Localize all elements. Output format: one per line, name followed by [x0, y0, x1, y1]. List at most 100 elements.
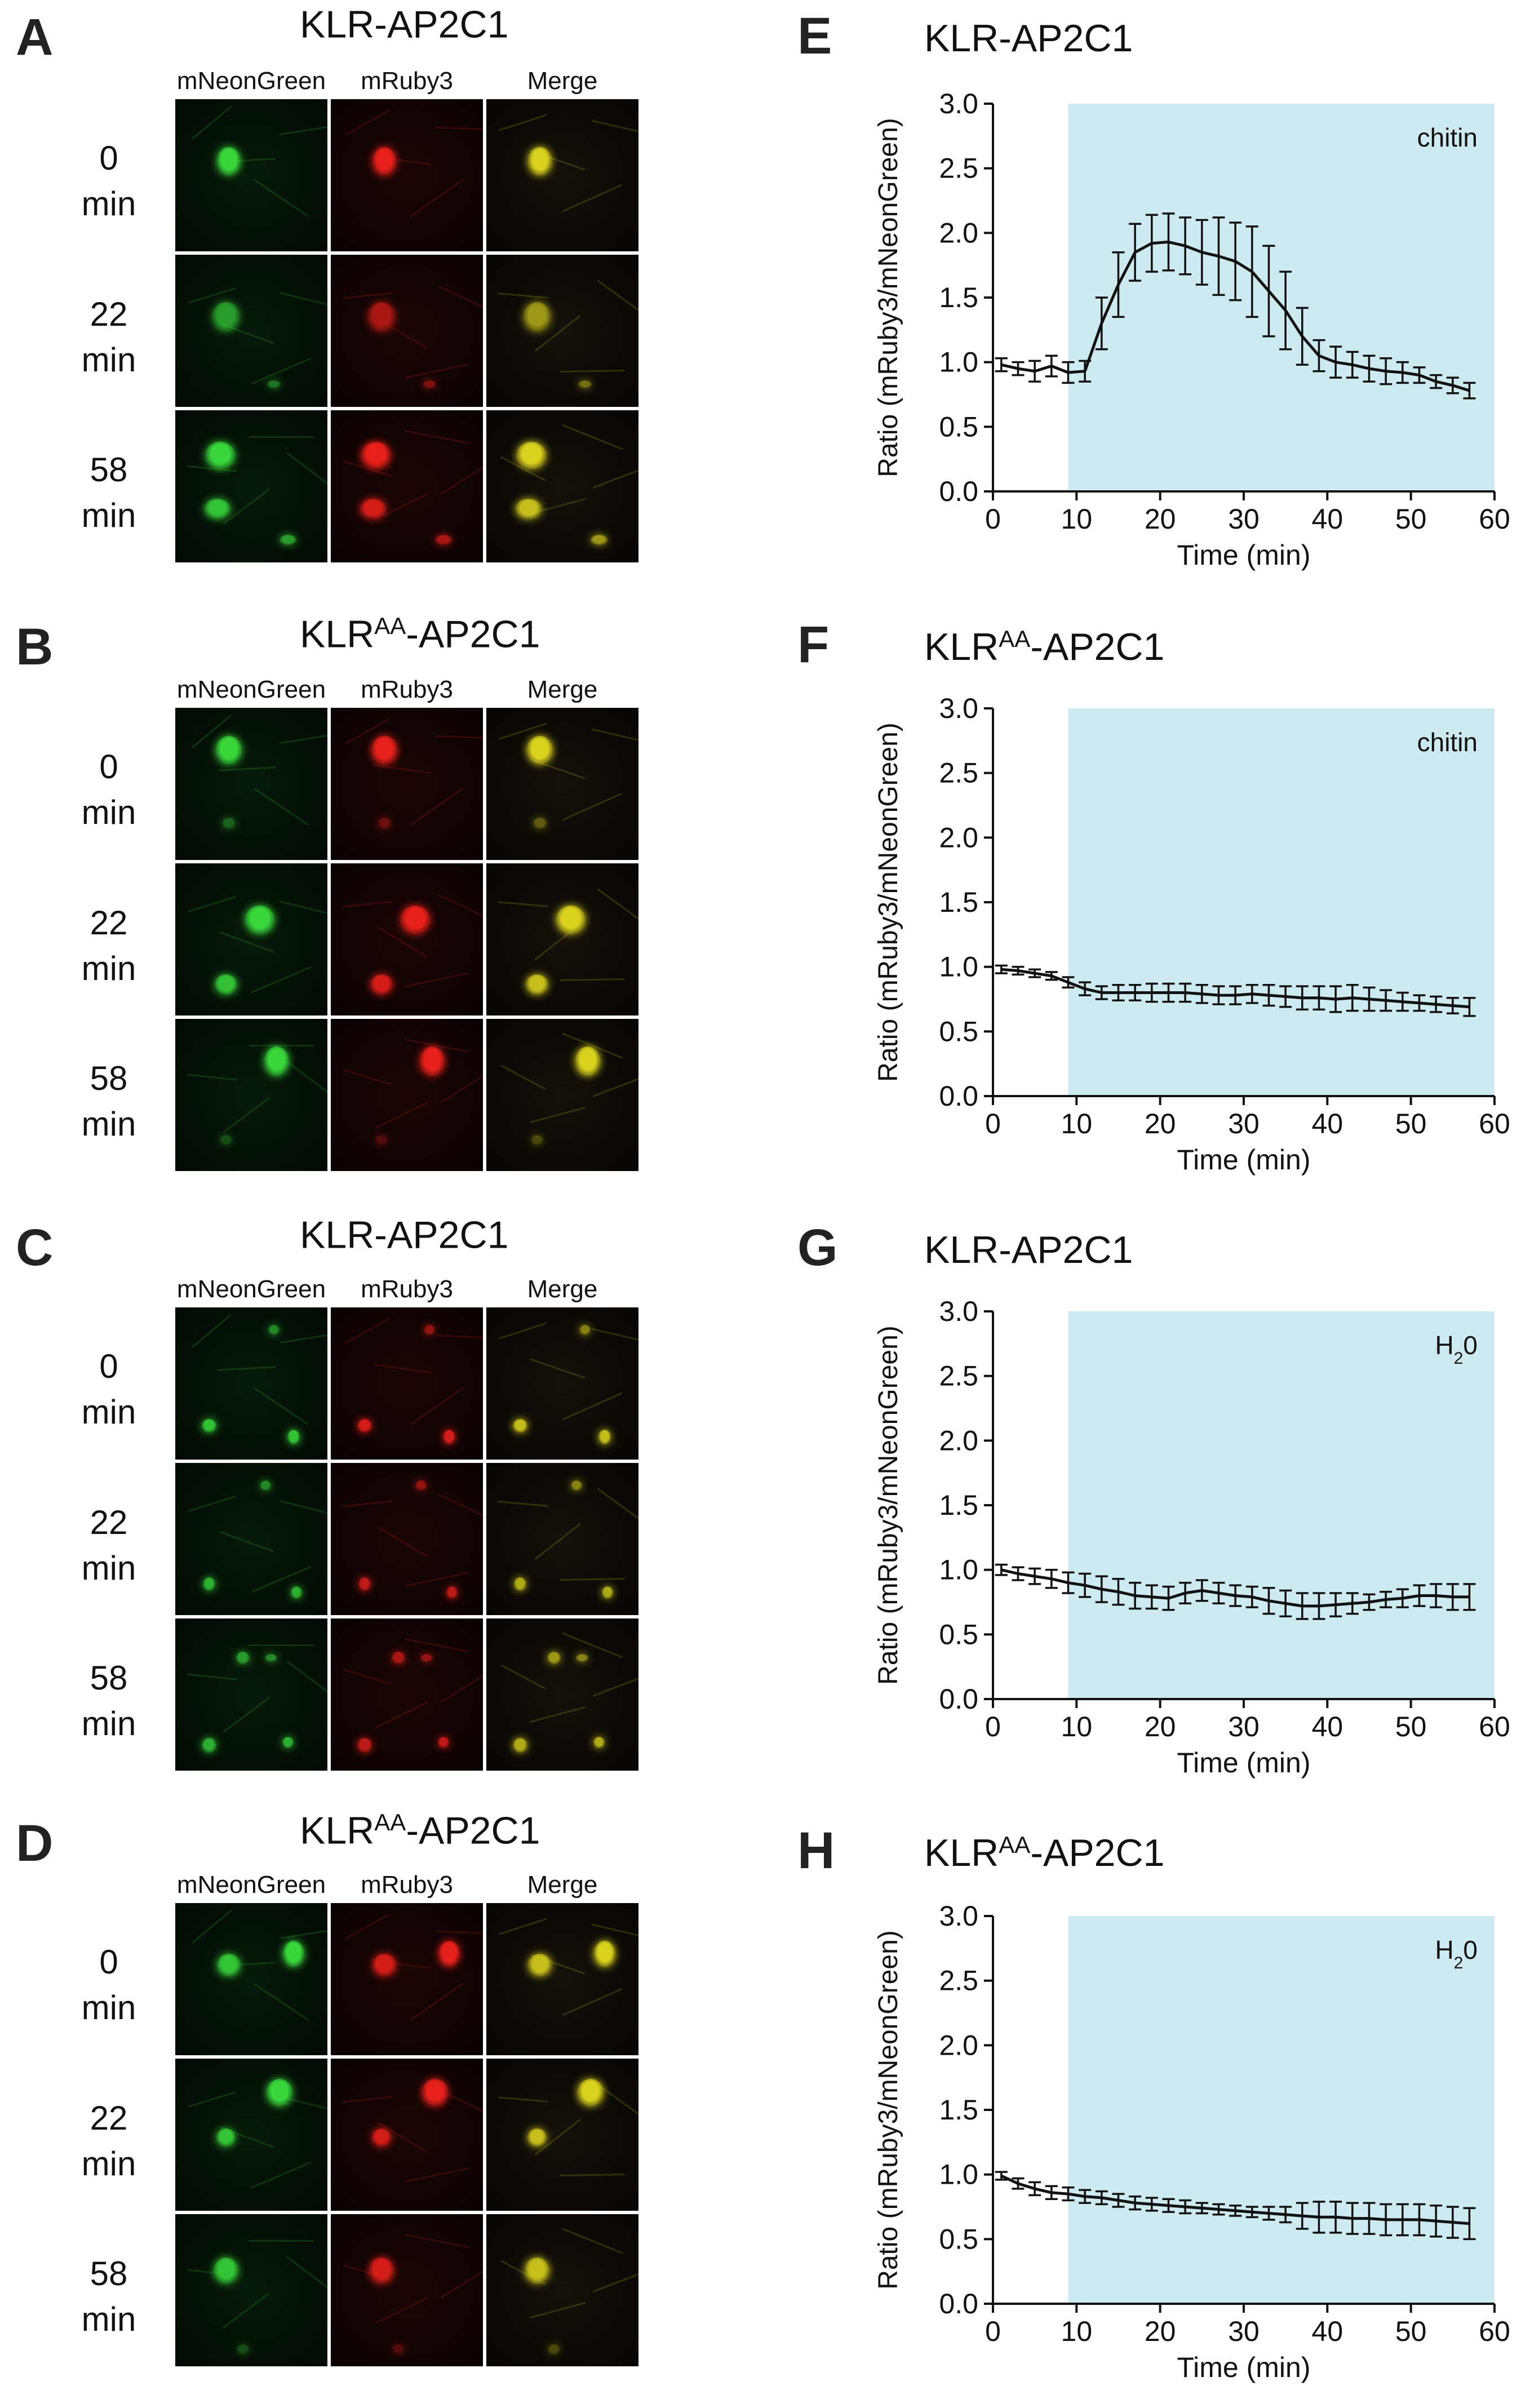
nucleus [264, 1046, 289, 1076]
cell-outline [249, 1045, 314, 1046]
time-label: 0 min [81, 1943, 136, 2026]
time-label: 22 min [81, 1504, 136, 1587]
title-rest: -AP2C1 [406, 1809, 540, 1852]
nucleus [283, 1941, 304, 1967]
nucleus [267, 2079, 292, 2106]
nucleus [591, 535, 607, 545]
micrograph-green-0 [175, 1307, 327, 1460]
y-tick-label: 0.0 [939, 1683, 978, 1715]
nucleus [401, 906, 430, 934]
nucleus [525, 2258, 549, 2283]
micrograph-red-1 [331, 2059, 483, 2211]
title-main: KLR [300, 613, 375, 656]
micrograph-red-1 [331, 863, 483, 1015]
cell-outline [249, 1644, 314, 1646]
y-tick-label: 0.5 [939, 2223, 978, 2255]
time-label: 0 min [81, 139, 136, 223]
channel-label: mNeonGreen [176, 1871, 326, 1899]
nucleus [282, 1737, 294, 1748]
micrograph-merge-0 [486, 708, 638, 860]
micrograph-grid-d [175, 1903, 638, 2366]
nucleus [206, 442, 235, 469]
treatment-shade [1068, 708, 1494, 1096]
nucleus [420, 1046, 445, 1076]
x-axis-label: Time (min) [1177, 539, 1310, 571]
nucleus [220, 1135, 232, 1145]
nucleus [438, 1737, 449, 1748]
panel-title: KLR-AP2C1 [300, 5, 508, 44]
nucleus [260, 1480, 271, 1491]
micrograph-red-1 [331, 1463, 483, 1615]
micrograph-green-0 [175, 99, 327, 251]
micrograph-red-1 [331, 255, 483, 407]
micrograph-green-0 [175, 1903, 327, 2055]
x-tick-label: 20 [1145, 2316, 1176, 2347]
channel-label: mNeonGreen [176, 67, 326, 95]
channel-label: Merge [527, 676, 598, 703]
micrograph-merge-0 [486, 99, 638, 251]
channel-label: mNeonGreen [176, 676, 326, 703]
nucleus [594, 1941, 615, 1967]
nucleus [528, 147, 552, 175]
x-tick-label: 20 [1145, 1108, 1176, 1139]
series-line [1000, 2174, 1470, 2225]
nucleus [571, 1480, 582, 1491]
nucleus [215, 974, 237, 995]
x-tick-label: 60 [1479, 1108, 1510, 1139]
nucleus [217, 1954, 241, 1976]
time-label: 58 min [81, 2255, 136, 2338]
x-tick-label: 50 [1395, 2316, 1427, 2347]
y-tick-label: 1.5 [939, 2094, 978, 2126]
treatment-label: H20 [1435, 1935, 1478, 1972]
micrograph-red-0 [331, 1903, 483, 2055]
nucleus [513, 1738, 527, 1753]
cell-outline [249, 436, 314, 438]
x-tick-label: 30 [1228, 1711, 1260, 1742]
panel-title: KLRAA-AP2C1 [300, 614, 540, 654]
x-tick-label: 60 [1479, 2316, 1510, 2347]
nucleus [579, 1325, 591, 1335]
y-tick-label: 0.5 [939, 1015, 978, 1047]
micrograph-green-2 [175, 410, 327, 562]
micrograph-merge-2 [486, 2214, 638, 2366]
x-tick-label: 10 [1061, 1711, 1093, 1742]
nucleus [420, 1654, 433, 1662]
treatment-shade [1068, 104, 1494, 491]
y-tick-label: 0.0 [939, 476, 978, 507]
series-line [1001, 240, 1470, 392]
x-tick-label: 30 [1228, 2316, 1260, 2347]
x-tick-label: 40 [1312, 503, 1343, 535]
nucleus [578, 380, 592, 388]
x-axis-label: Time (min) [1177, 1747, 1310, 1779]
title-sup: AA [374, 613, 406, 639]
title-main: KLR [300, 3, 375, 46]
nucleus [358, 1577, 371, 1591]
time-label: 22 min [81, 2099, 136, 2183]
panel-title: KLRAA-AP2C1 [300, 1811, 540, 1850]
nucleus [280, 535, 296, 545]
y-tick-label: 2.5 [939, 1360, 978, 1392]
title-rest: -AP2C1 [374, 3, 509, 46]
micrograph-merge-2 [486, 1019, 638, 1171]
nucleus [526, 974, 548, 995]
nucleus [593, 1737, 605, 1748]
channel-label: Merge [527, 67, 598, 95]
nucleus [203, 1577, 215, 1591]
y-tick-label: 3.0 [939, 88, 978, 119]
x-tick-label: 50 [1395, 503, 1427, 535]
chart-title: KLR-AP2C1 [924, 17, 1133, 60]
micrograph-red-2 [331, 1019, 483, 1171]
channel-label: Merge [527, 1871, 598, 1899]
y-tick-label: 1.5 [939, 282, 978, 313]
treatment-label: chitin [1417, 728, 1478, 757]
x-tick-label: 10 [1061, 1108, 1093, 1139]
x-tick-label: 0 [985, 1711, 1001, 1742]
nucleus [548, 2344, 560, 2354]
y-tick-label: 1.0 [939, 347, 978, 378]
channel-label: mRuby3 [361, 676, 453, 703]
time-label: 58 min [81, 451, 136, 534]
y-axis-label: Ratio (mRuby3/mNeonGreen) [873, 1930, 903, 2290]
x-axis-label: Time (min) [1177, 2352, 1310, 2383]
y-tick-label: 0.5 [939, 411, 978, 442]
time-label: 22 min [81, 904, 136, 987]
